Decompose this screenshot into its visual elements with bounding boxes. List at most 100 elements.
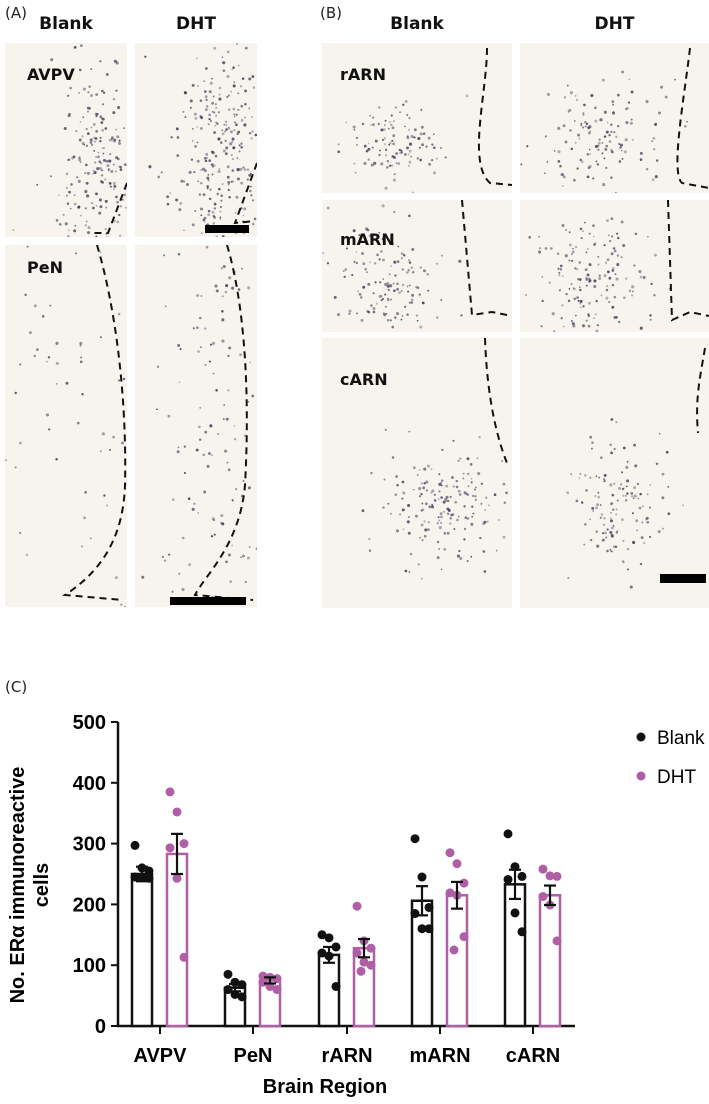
- data-point-dht: [352, 948, 362, 958]
- y-axis-label-line1: No. ERα immunoreactive: [7, 767, 29, 1004]
- data-point-dht: [272, 985, 282, 995]
- error-bar-blank-avpv: [136, 865, 148, 883]
- micrograph-marn-dht: [520, 200, 709, 332]
- y-tick-label: 400: [73, 773, 106, 795]
- data-point-dht: [366, 960, 376, 970]
- region-boundary: [676, 47, 709, 189]
- legend-marker-blank: [636, 732, 646, 742]
- micrograph-avpv-dht: [135, 43, 257, 237]
- bar-dht-marn: [445, 894, 469, 1028]
- data-point-dht: [552, 871, 562, 881]
- data-point-blank: [424, 924, 434, 934]
- legend-marker-dht: [636, 771, 646, 781]
- bar-dht-carn: [538, 894, 562, 1028]
- data-point-dht: [538, 891, 548, 901]
- data-point-blank: [517, 871, 527, 881]
- panel-a-col-blank: Blank: [39, 14, 93, 34]
- data-point-blank: [317, 948, 327, 958]
- data-point-blank: [510, 908, 520, 918]
- data-point-blank: [223, 969, 233, 979]
- data-point-dht: [445, 888, 455, 898]
- data-point-dht: [272, 974, 282, 984]
- data-point-blank: [130, 872, 140, 882]
- panel-b-label: (B): [320, 4, 342, 22]
- data-point-dht: [552, 936, 562, 946]
- data-point-dht: [452, 859, 462, 869]
- region-boundary: [477, 47, 512, 186]
- data-point-blank: [237, 992, 247, 1002]
- y-tick-label: 500: [73, 712, 106, 734]
- x-tick-label-rarn: rARN: [321, 1045, 372, 1067]
- region-boundary: [93, 182, 127, 234]
- error-bar-dht-carn: [544, 884, 556, 907]
- panel-a-label: (A): [5, 4, 27, 22]
- data-point-dht: [366, 943, 376, 953]
- y-axis-label-line2: cells: [31, 863, 53, 907]
- data-point-dht: [459, 932, 469, 942]
- region-boundary: [667, 200, 709, 322]
- region-label-marn: mARN: [340, 230, 395, 249]
- data-point-dht: [356, 966, 366, 976]
- region-label-pen: PeN: [27, 258, 63, 277]
- micrograph-rarn-dht: [520, 43, 709, 193]
- region-label-avpv: AVPV: [27, 65, 75, 84]
- y-tick-label: 0: [95, 1016, 106, 1038]
- micrograph-pen-dht: [135, 245, 257, 607]
- data-point-blank: [317, 930, 327, 940]
- bar-blank-avpv: [130, 872, 154, 1028]
- micrograph-marn-blank: [322, 200, 512, 332]
- data-point-blank: [410, 834, 420, 844]
- scale-bar: [205, 225, 249, 233]
- bar-blank-marn: [410, 899, 434, 1028]
- data-point-blank: [517, 927, 527, 937]
- data-point-blank: [324, 933, 334, 943]
- region-boundary: [62, 245, 127, 601]
- region-boundary: [233, 162, 257, 225]
- y-tick-label: 200: [73, 894, 106, 916]
- scale-bar: [170, 597, 246, 605]
- panel-c-label: (C): [5, 678, 28, 696]
- region-boundary: [461, 200, 512, 317]
- error-bar-dht-rarn: [358, 937, 370, 959]
- error-bar-blank-marn: [416, 885, 428, 917]
- data-point-dht: [352, 901, 362, 911]
- data-point-blank: [237, 980, 247, 990]
- panel-b-col-dht: DHT: [594, 14, 635, 34]
- data-point-blank: [130, 840, 140, 850]
- data-point-dht: [165, 843, 175, 853]
- data-point-dht: [459, 878, 469, 888]
- error-bar-blank-carn: [509, 868, 521, 901]
- panel-a-col-dht: DHT: [176, 14, 216, 34]
- micrograph-carn-blank: [322, 338, 512, 608]
- data-point-dht: [165, 787, 175, 797]
- legend-label-blank: Blank: [657, 728, 705, 749]
- data-point-blank: [144, 866, 154, 876]
- region-boundary: [484, 338, 508, 464]
- panel-b-col-blank: Blank: [390, 14, 444, 34]
- x-tick-label-avpv: AVPV: [134, 1045, 188, 1067]
- data-point-dht: [538, 864, 548, 874]
- region-label-rarn: rARN: [340, 65, 386, 84]
- data-point-dht: [449, 945, 459, 955]
- data-point-dht: [179, 839, 189, 849]
- x-tick-label-carn: cARN: [506, 1045, 560, 1067]
- legend: Blank DHT: [636, 728, 705, 788]
- error-bar-dht-pen: [264, 976, 276, 985]
- data-point-blank: [331, 981, 341, 991]
- y-tick-label: 300: [73, 834, 106, 856]
- error-bar-dht-avpv: [171, 832, 183, 876]
- data-point-blank: [503, 829, 513, 839]
- data-point-blank: [417, 872, 427, 882]
- error-bar-blank-pen: [229, 982, 241, 993]
- data-point-blank: [417, 924, 427, 934]
- data-point-dht: [172, 873, 182, 883]
- x-tick-label-marn: mARN: [409, 1045, 470, 1067]
- x-tick-label-pen: PeN: [234, 1045, 273, 1067]
- scale-bar: [660, 574, 706, 583]
- y-tick-label: 100: [73, 955, 106, 977]
- bar-chart: 0 100 200 300 400 500 AVPV PeN rARN mARN cARN No.…: [7, 712, 705, 1098]
- region-boundary: [696, 347, 706, 434]
- bar-blank-carn: [503, 883, 527, 1028]
- micrograph-pen-blank: [5, 245, 127, 607]
